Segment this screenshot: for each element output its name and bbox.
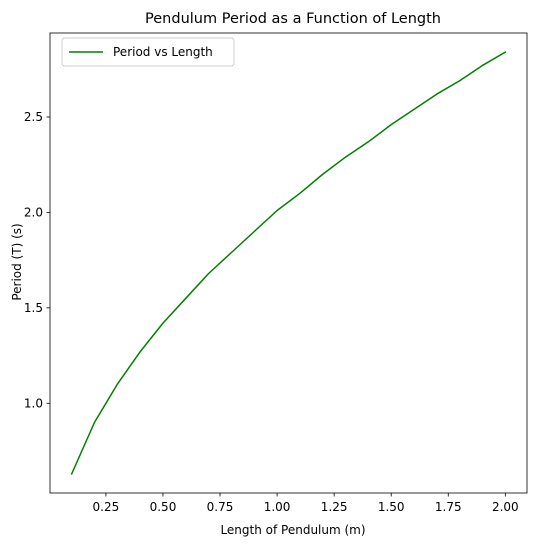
y-tick-label: 2.5 bbox=[24, 110, 43, 124]
series-line-0 bbox=[70, 51, 507, 475]
x-tick-label: 1.50 bbox=[378, 500, 405, 514]
x-tick-label: 0.50 bbox=[150, 500, 177, 514]
plot-area bbox=[49, 32, 528, 494]
x-tick-label: 1.25 bbox=[321, 500, 348, 514]
y-axis-label: Period (T) (s) bbox=[10, 223, 24, 300]
legend-entry-label: Period vs Length bbox=[113, 45, 213, 59]
y-tick-label: 1.0 bbox=[24, 396, 43, 410]
chart-title: Pendulum Period as a Function of Length bbox=[145, 11, 441, 27]
x-tick-label: 0.75 bbox=[207, 500, 234, 514]
legend: Period vs Length bbox=[61, 37, 235, 67]
x-tick-label: 2.00 bbox=[492, 500, 519, 514]
x-axis: 0.25 0.50 0.75 1.00 1.25 1.50 1.75 2.00 bbox=[93, 493, 519, 514]
y-tick-label: 2.0 bbox=[24, 205, 43, 219]
axes-frame bbox=[49, 32, 528, 494]
legend-box bbox=[61, 37, 235, 67]
x-tick-label: 0.25 bbox=[93, 500, 120, 514]
x-tick-label: 1.75 bbox=[435, 500, 462, 514]
y-tick-label: 1.5 bbox=[24, 301, 43, 315]
x-axis-label: Length of Pendulum (m) bbox=[220, 523, 365, 537]
y-axis: 1.0 1.5 2.0 2.5 bbox=[24, 110, 50, 410]
x-tick-label: 1.00 bbox=[264, 500, 291, 514]
